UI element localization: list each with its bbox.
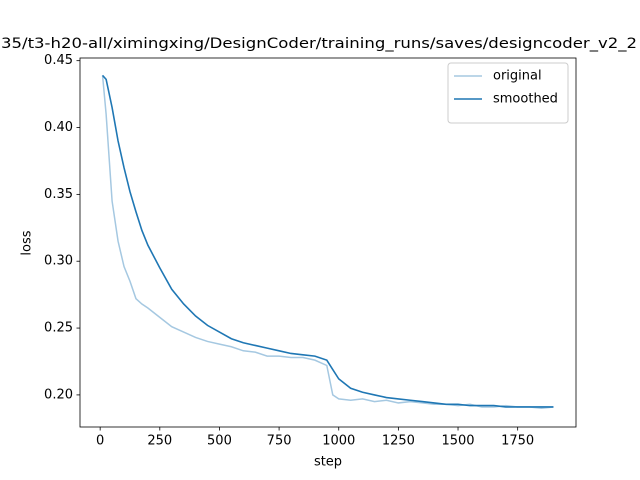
x-tick-label: 1750 xyxy=(501,434,534,449)
x-tick-label: 0 xyxy=(96,434,104,449)
x-tick-label: 750 xyxy=(267,434,292,449)
y-tick-label: 0.25 xyxy=(44,321,73,336)
plot-frame xyxy=(79,57,577,428)
chart-title: 35/t3-h20-all/ximingxing/DesignCoder/tra… xyxy=(1,36,637,52)
series-line xyxy=(101,74,554,408)
x-tick-label: 1500 xyxy=(441,434,474,449)
y-tick-label: 0.20 xyxy=(44,387,73,402)
x-tick-label: 1250 xyxy=(382,434,415,449)
x-axis-label: step xyxy=(314,455,342,470)
x-tick-label: 500 xyxy=(207,434,232,449)
series-line xyxy=(101,75,554,410)
y-tick-label: 0.40 xyxy=(44,120,73,135)
x-tick-label: 1000 xyxy=(322,434,355,449)
y-tick-label: 0.45 xyxy=(44,53,73,68)
legend-label: smoothed xyxy=(493,92,558,107)
y-tick-label: 0.30 xyxy=(44,254,73,269)
legend-label: original xyxy=(493,69,542,84)
x-tick-label: 250 xyxy=(147,434,172,449)
legend-box xyxy=(447,62,569,124)
y-tick-label: 0.35 xyxy=(44,187,73,202)
y-axis-label: loss xyxy=(20,230,35,255)
legend: original smoothed xyxy=(447,62,569,124)
